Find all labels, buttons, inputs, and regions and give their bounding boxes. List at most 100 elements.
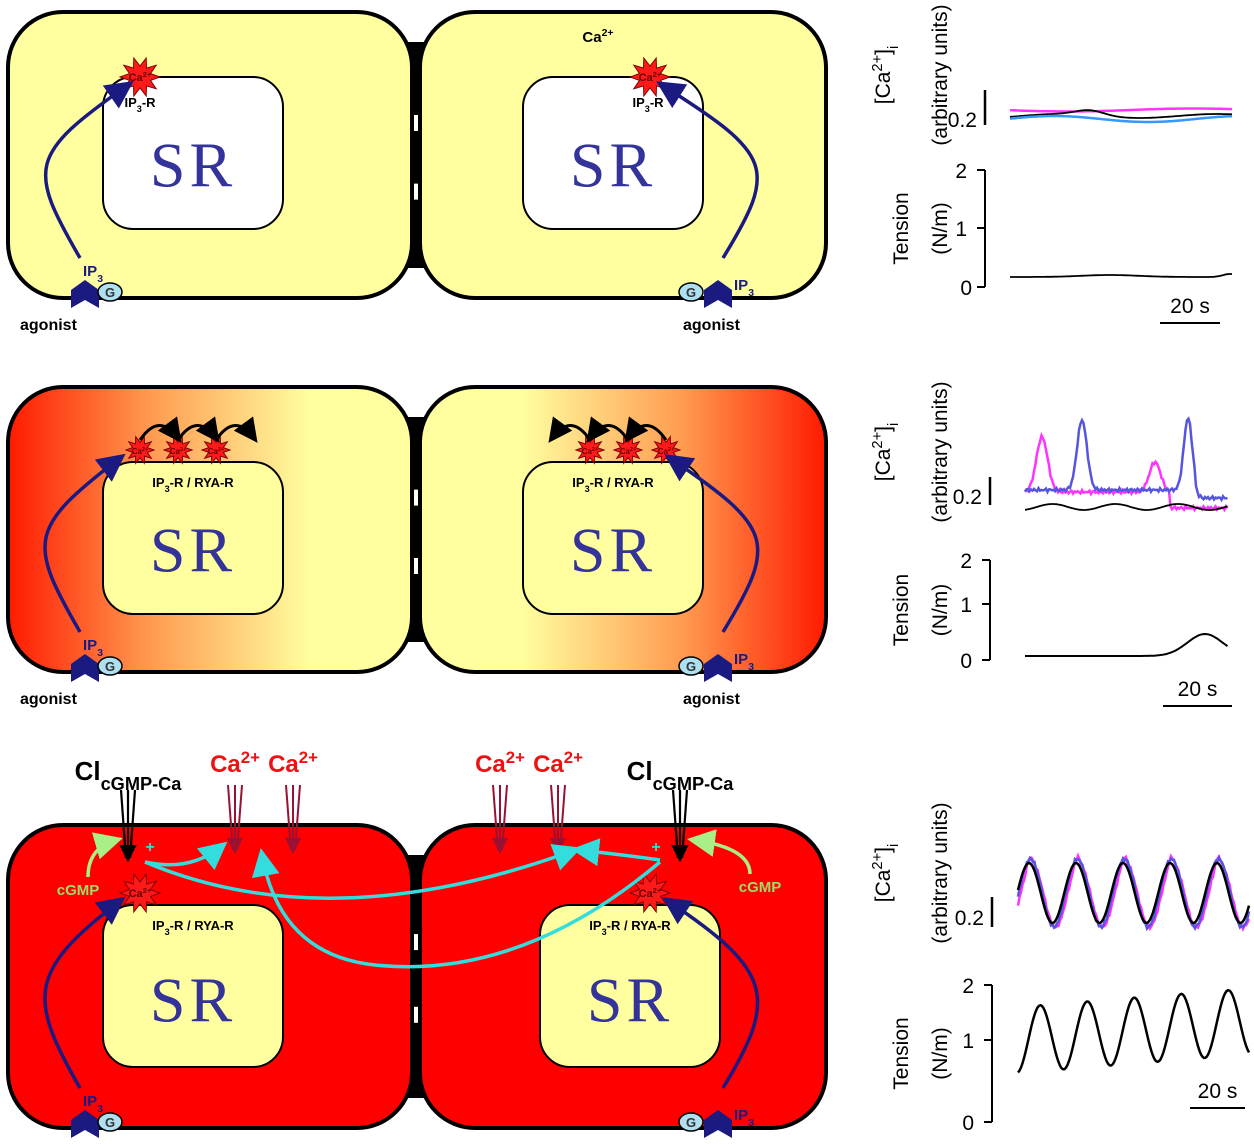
calcium-axis-label-part: 2+ (870, 55, 886, 72)
sr-label: SR (150, 129, 236, 200)
tension-axis-label: Tension (890, 574, 913, 646)
spark-label-part: 2+ (653, 886, 662, 895)
sr-label: SR (150, 514, 236, 585)
g-protein-label: G (686, 659, 696, 674)
receptor-label-part: IP (589, 918, 602, 933)
tension-tick-label: 2 (960, 550, 972, 573)
sr-label: SR (570, 129, 656, 200)
calcium-tick-label: 0.2 (948, 109, 977, 132)
messenger-label-part: 3 (748, 661, 754, 673)
sr-label: SR (587, 965, 673, 1036)
messenger-label-part: IP (83, 1093, 97, 1110)
calcium-axis-label: [Ca2+]i (870, 46, 902, 105)
ion-label-part: Ca (210, 751, 241, 778)
receptor-label-part: -R (142, 95, 156, 110)
receptor-label-part: IP (124, 95, 137, 110)
messenger-label-part: 3 (97, 273, 103, 285)
spark-label-part: Ca (129, 72, 144, 84)
receptor-label-part: -R / RYA-R (170, 918, 235, 933)
ion-label-part: 2+ (602, 27, 614, 39)
receptor-label-part: IP (632, 95, 645, 110)
ion-label: Ca2+ (210, 748, 260, 779)
channel-label-part: Cl (627, 756, 653, 786)
channel-label: ClcGMP-Ca (627, 756, 735, 794)
ion-label: Ca2+ (268, 748, 318, 779)
calcium-tick-label: 0.2 (953, 486, 982, 509)
calcium-axis-label: [Ca2+]i (870, 423, 902, 482)
tension-units-label: (N/m) (929, 584, 952, 636)
receptor-label-part: -R / RYA-R (607, 918, 672, 933)
spark-label-part: Ca (639, 888, 654, 900)
tension-tick-label: 1 (955, 218, 967, 241)
messenger-label-part: IP (734, 1107, 748, 1124)
g-protein-label: G (105, 659, 115, 674)
tension-tick-label: 0 (960, 277, 972, 300)
channel-label-part: cGMP-Ca (653, 774, 735, 794)
g-protein-label: G (686, 285, 696, 300)
tension-axis-label: Tension (890, 192, 913, 264)
ion-label-part: 2+ (506, 748, 525, 767)
spark-label-part: Ca (639, 72, 654, 84)
calcium-axis-label-part: i (886, 844, 902, 847)
messenger-label-part: 3 (748, 287, 754, 299)
receptor-label-part: -R / RYA-R (170, 475, 235, 490)
ion-label-part: 2+ (241, 748, 260, 767)
agonist-label: agonist (20, 691, 78, 708)
spark-label-part: 2+ (142, 447, 149, 453)
receptor-label-part: -R / RYA-R (590, 475, 655, 490)
spark-label-part: Ca (620, 447, 631, 456)
calcium-axis-label-part: [Ca (872, 448, 895, 481)
cgmp-label: cGMP (57, 882, 100, 899)
time-scale-label: 20 s (1178, 678, 1218, 701)
g-protein-label: G (105, 285, 115, 300)
tension-tick-label: 1 (960, 594, 972, 617)
ion-label-part: Ca (268, 751, 299, 778)
messenger-label-part: 3 (97, 1103, 103, 1115)
tension-tick-label: 0 (962, 1112, 974, 1135)
sr-label: SR (570, 514, 656, 585)
spark-label-part: 2+ (630, 447, 637, 453)
spark-label-part: Ca (582, 447, 593, 456)
ion-label-part: Ca (582, 29, 602, 46)
spark-label-part: Ca (170, 447, 181, 456)
receptor-label-part: IP (152, 475, 165, 490)
calcium-axis-label: [Ca2+]i (870, 844, 902, 903)
ion-label-part: 2+ (564, 748, 583, 767)
receptor-label-part: -R (650, 95, 664, 110)
g-protein-label: G (105, 1115, 115, 1130)
receptor-label-part: IP (152, 918, 165, 933)
ion-label: Ca2+ (533, 748, 583, 779)
agonist-label: agonist (683, 691, 741, 708)
time-scale-label: 20 s (1170, 295, 1210, 318)
cgmp-label: cGMP (739, 879, 782, 896)
spark-label-part: 2+ (143, 886, 152, 895)
spark-label-part: 2+ (592, 447, 599, 453)
tension-tick-label: 0 (960, 650, 972, 673)
g-protein-label: G (686, 1115, 696, 1130)
ion-label-part: Ca (475, 751, 506, 778)
time-scale-label: 20 s (1198, 1080, 1238, 1103)
channel-label: ClcGMP-Ca (75, 756, 183, 794)
calcium-axis-label-part: 2+ (870, 853, 886, 870)
sr-label: SR (150, 965, 236, 1036)
calcium-units-label: (arbitrary units) (929, 802, 952, 943)
channel-label-part: Cl (75, 756, 101, 786)
calcium-axis-label-part: [Ca (872, 71, 895, 104)
tension-trace (1018, 990, 1249, 1072)
calcium-units-label: (arbitrary units) (929, 381, 952, 522)
agonist-label: agonist (20, 317, 78, 334)
receptor-label-part: IP (572, 475, 585, 490)
spark-label-part: Ca (132, 447, 143, 456)
spark-label-part: Ca (208, 447, 219, 456)
tension-trace (1010, 274, 1232, 277)
messenger-label-part: IP (734, 277, 748, 294)
messenger-label-part: 3 (97, 647, 103, 659)
spark-label-part: Ca (129, 888, 144, 900)
ion-label-part: 2+ (299, 748, 318, 767)
calcium-trace (1025, 435, 1228, 509)
tension-tick-label: 2 (962, 975, 974, 998)
tension-tick-label: 2 (955, 160, 967, 183)
ion-label: Ca2+ (475, 748, 525, 779)
plus-label: + (651, 839, 660, 856)
calcium-trace (1010, 109, 1232, 112)
